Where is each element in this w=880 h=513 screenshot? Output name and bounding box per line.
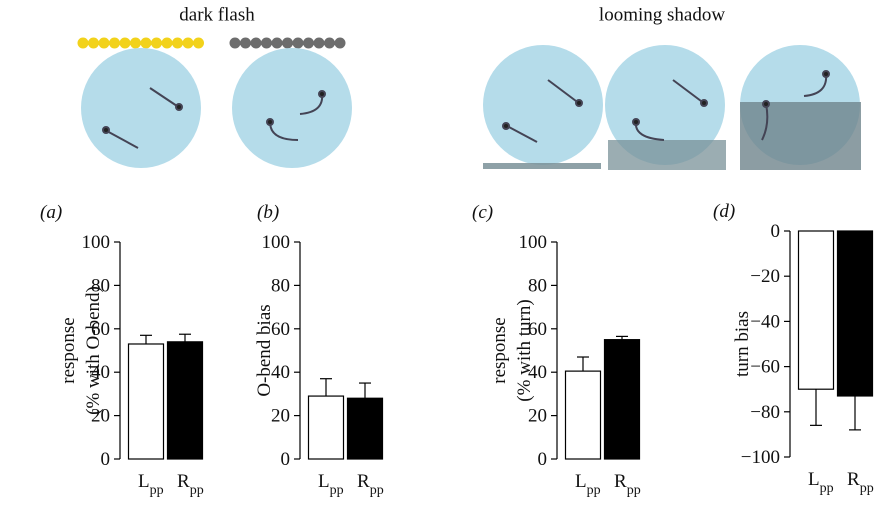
y-tick-label: −20: [750, 266, 780, 287]
stimulus-label: looming shadow: [599, 4, 725, 25]
bar: [603, 339, 641, 460]
y-axis-label: turn bias: [732, 311, 753, 377]
y-tick-label: −60: [750, 357, 780, 378]
dish: [483, 45, 603, 165]
y-tick-label: 0: [538, 449, 548, 470]
y-tick-label: 100: [519, 232, 548, 253]
bar: [797, 230, 835, 390]
y-tick-label: 0: [771, 221, 781, 242]
shadow: [608, 140, 726, 170]
x-tick-label: Rpp: [614, 471, 641, 498]
y-tick-label: 20: [91, 406, 110, 427]
fish: [102, 70, 830, 149]
y-tick-label: 0: [281, 449, 291, 470]
y-tick-label: −40: [750, 311, 780, 332]
y-tick-label: 100: [262, 232, 291, 253]
y-tick-label: −80: [750, 402, 780, 423]
error-bar: [849, 395, 861, 431]
error-bar: [577, 356, 589, 372]
stimulus-label: dark flash: [179, 4, 255, 25]
x-tick-label: Rpp: [847, 469, 874, 496]
y-tick-label: 40: [271, 362, 290, 383]
x-tick-label: Lpp: [138, 471, 164, 498]
panel-label: (b): [257, 202, 279, 223]
y-axis-label: (% with turn): [514, 299, 535, 401]
y-tick-label: 0: [101, 449, 111, 470]
shadow: [740, 102, 861, 170]
y-tick-label: 60: [271, 319, 290, 340]
y-axis-label: O-bend bias: [254, 304, 275, 396]
dish: [605, 45, 725, 165]
error-bar: [616, 335, 628, 340]
y-tick-label: 40: [91, 362, 110, 383]
bar: [166, 341, 204, 460]
bar: [127, 343, 165, 460]
y-tick-label: 80: [91, 275, 110, 296]
x-tick-label: Rpp: [357, 471, 384, 498]
y-tick-label: 20: [528, 406, 547, 427]
bar: [307, 395, 345, 460]
x-tick-label: Rpp: [177, 471, 204, 498]
y-tick-label: 80: [528, 275, 547, 296]
error-bar: [140, 334, 152, 344]
bar: [346, 397, 384, 460]
shadow: [483, 163, 601, 169]
y-tick-label: 20: [271, 406, 290, 427]
dish: [81, 48, 201, 168]
error-bar: [359, 382, 371, 399]
y-tick-label: 40: [528, 362, 547, 383]
y-axis-label: response: [58, 317, 79, 383]
error-bar: [320, 378, 332, 397]
y-tick-label: 60: [91, 319, 110, 340]
y-tick-label: −100: [741, 447, 780, 468]
y-tick-label: 100: [82, 232, 111, 253]
error-bar: [810, 389, 822, 426]
bar: [836, 230, 874, 397]
bar: [564, 370, 602, 460]
x-tick-label: Lpp: [318, 471, 344, 498]
illustration: dark flash looming shadow: [77, 4, 861, 170]
panel-label: (c): [472, 202, 493, 223]
y-axis-label: (% with O-bend): [83, 286, 104, 415]
y-axis-label: response: [489, 317, 510, 383]
panel-label: (a): [40, 202, 62, 223]
y-tick-label: 80: [271, 275, 290, 296]
y-tick-label: 60: [528, 319, 547, 340]
error-bar: [179, 333, 191, 342]
dish: [232, 48, 352, 168]
x-tick-label: Lpp: [575, 471, 601, 498]
x-tick-label: Lpp: [808, 469, 834, 496]
panel-label: (d): [713, 201, 735, 222]
